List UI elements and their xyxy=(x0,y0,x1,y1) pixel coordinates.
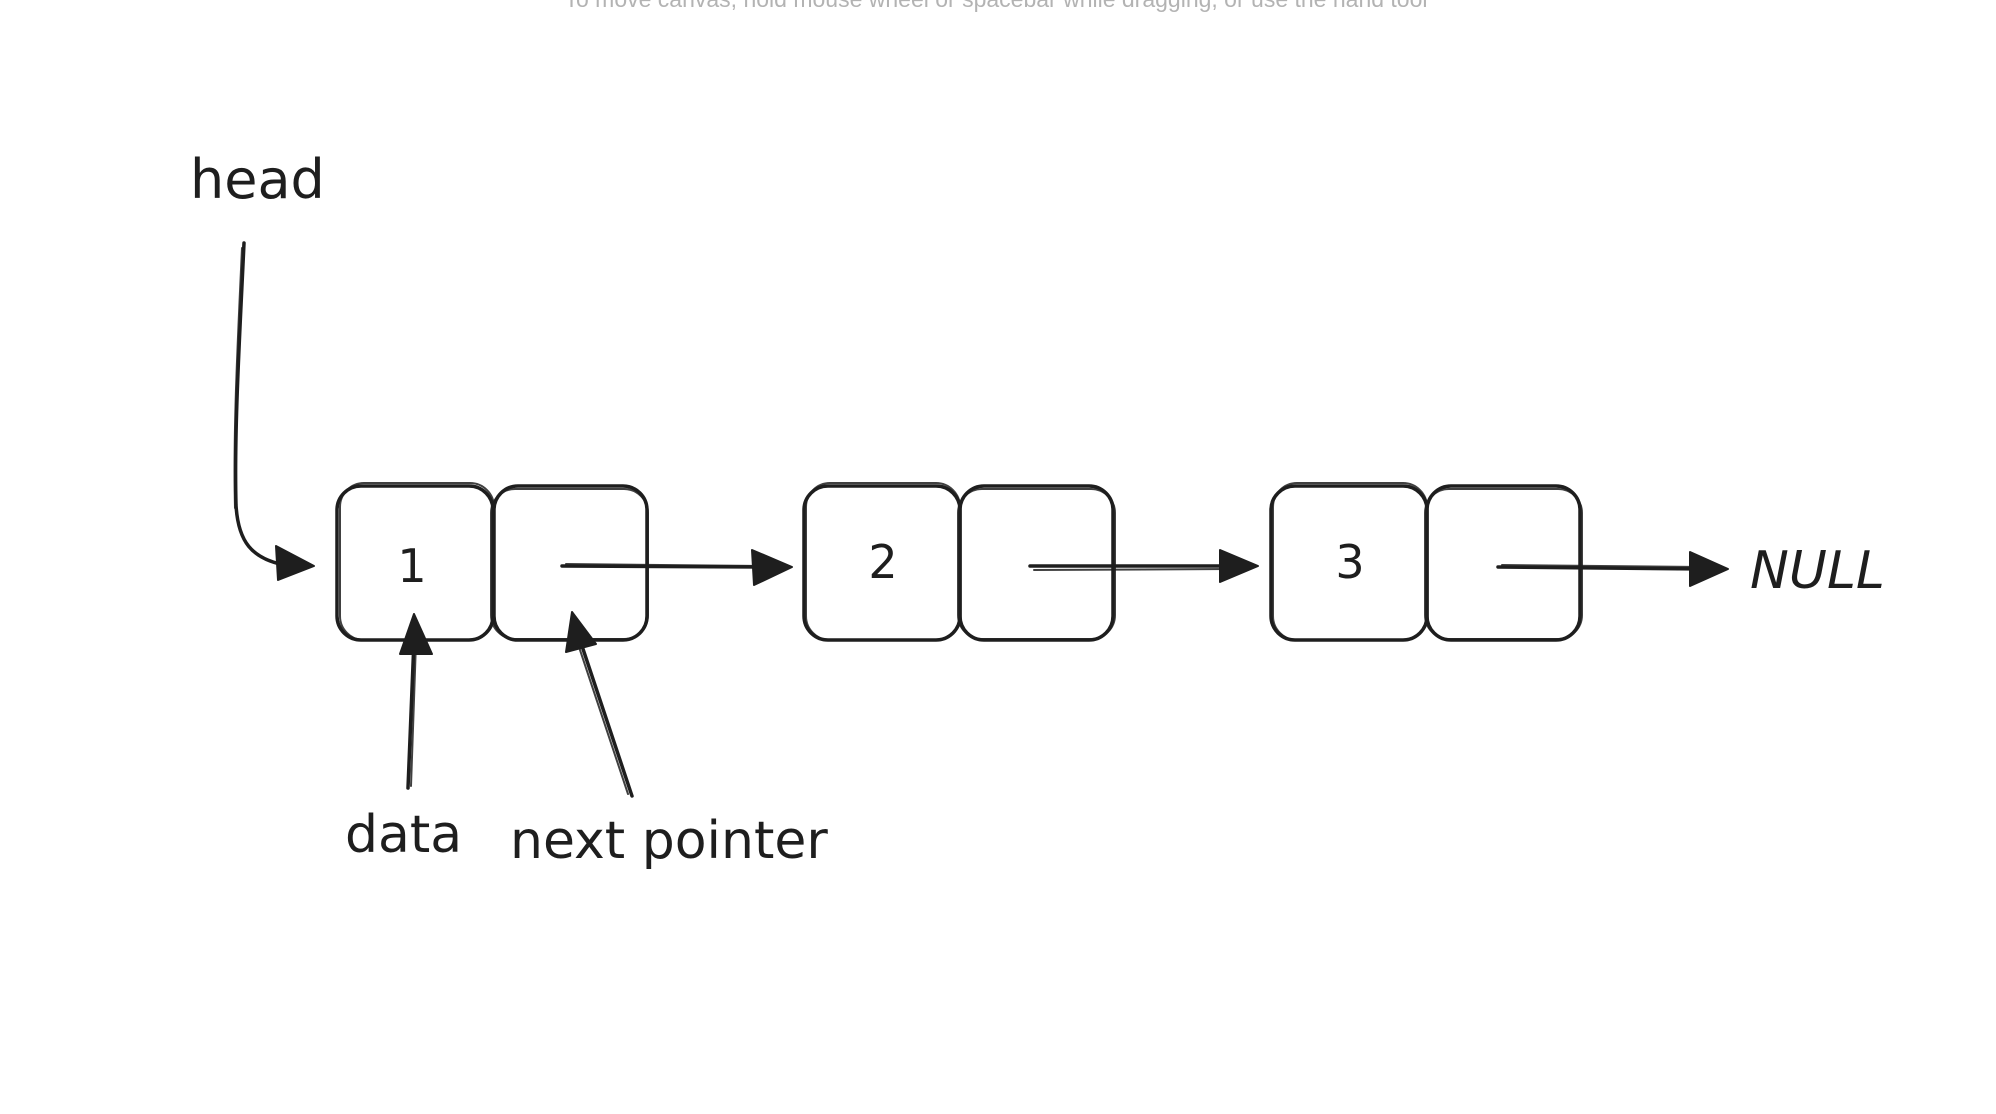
node-2[interactable]: 2 xyxy=(802,482,1116,642)
arrow-node-1-to-node-2 xyxy=(560,549,793,586)
arrow-node-2-to-node-3 xyxy=(1028,549,1259,583)
null-label: NULL xyxy=(1750,541,1885,601)
node-1-value: 1 xyxy=(397,539,426,593)
node-3-value: 3 xyxy=(1335,535,1364,589)
node-1[interactable]: 1 xyxy=(335,482,649,642)
head-arrow xyxy=(233,241,315,581)
next-pointer-arrow xyxy=(565,611,634,798)
data-label: data xyxy=(345,805,462,865)
head-label: head xyxy=(190,148,325,211)
node-3[interactable]: 3 xyxy=(1269,482,1583,642)
next-pointer-label: next pointer xyxy=(510,811,828,871)
arrow-node-3-to-null xyxy=(1496,551,1729,587)
data-pointer-arrow xyxy=(399,613,433,790)
canvas-hint: To move canvas, hold mouse wheel or spac… xyxy=(0,0,1994,13)
node-3-next-cell xyxy=(1425,484,1582,642)
node-2-value: 2 xyxy=(868,535,897,589)
node-2-next-cell xyxy=(958,484,1115,642)
